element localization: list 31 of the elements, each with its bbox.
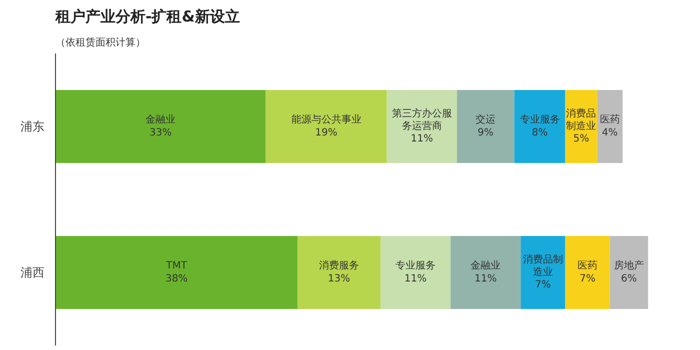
data-label: 消费品制造业 5% <box>566 107 596 145</box>
bar <box>597 90 623 163</box>
y-tick-label: 浦东 <box>20 120 44 134</box>
bar <box>450 236 521 309</box>
data-label: 能源与公共事业 19% <box>291 114 362 138</box>
bar <box>380 236 451 309</box>
data-label: 金融业 33% <box>146 114 176 138</box>
bar <box>610 236 648 309</box>
data-label: 消费品制造业 7% <box>522 253 563 291</box>
data-label: 交运 9% <box>476 114 496 138</box>
data-label: 专业服务 8% <box>520 114 560 138</box>
data-label: 金融业 11% <box>470 260 501 284</box>
bar <box>386 90 457 163</box>
data-label: 医药 4% <box>600 114 620 138</box>
chart-subtitle: （依租赁面积计算） <box>56 36 146 48</box>
data-label: 房地产 6% <box>614 260 644 284</box>
chart-title: 租户产业分析-扩租&新设立 <box>54 8 240 26</box>
bar <box>520 236 566 309</box>
data-label: TMT 38% <box>165 260 188 284</box>
bar <box>456 90 514 163</box>
bar <box>56 236 298 309</box>
y-tick-label: 浦西 <box>20 266 44 280</box>
data-label: 医药 7% <box>578 260 598 284</box>
bar <box>56 90 266 163</box>
bar <box>514 90 566 163</box>
bar <box>298 236 380 309</box>
bar <box>266 90 387 163</box>
data-label: 第三方办公服务运营商 11% <box>392 107 452 145</box>
bar <box>565 236 610 309</box>
data-label: 专业服务 11% <box>396 260 436 284</box>
data-label: 消费服务 13% <box>319 260 360 284</box>
